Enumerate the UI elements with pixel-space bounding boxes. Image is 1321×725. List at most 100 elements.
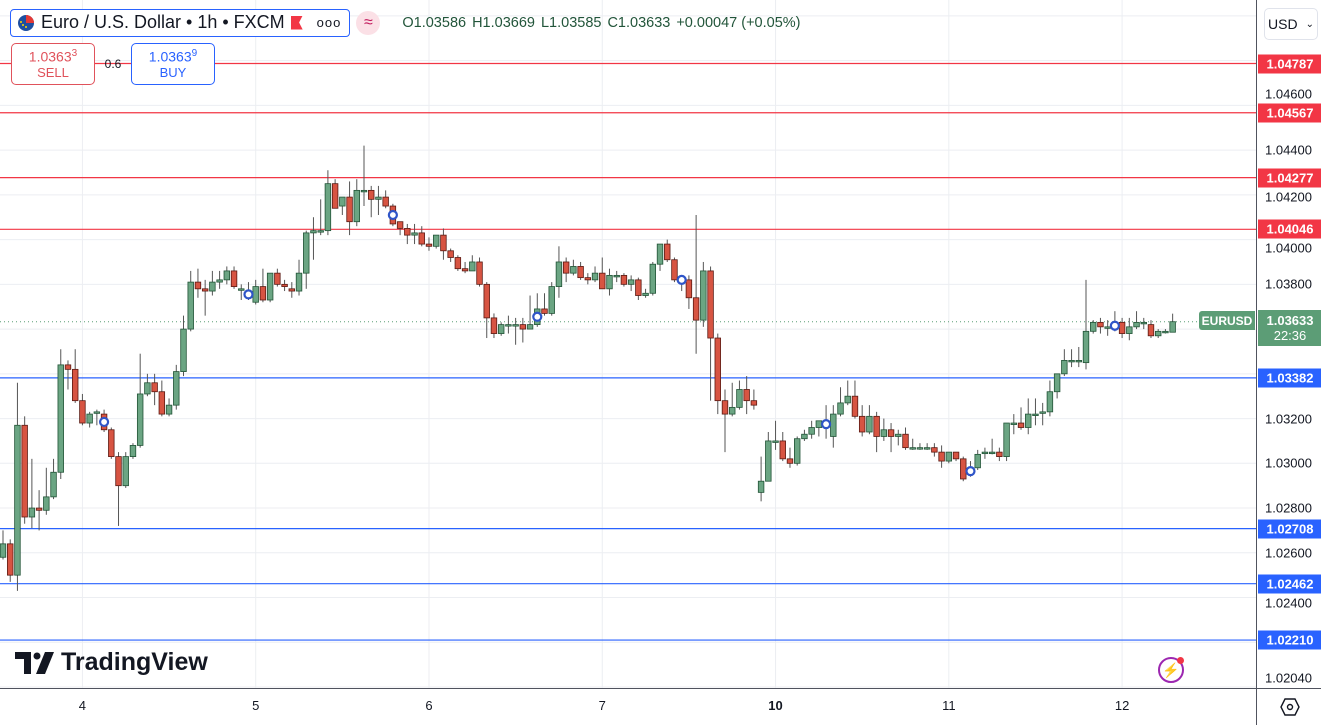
candle-up <box>209 281 216 292</box>
candle-down <box>743 389 750 402</box>
candle-up <box>216 279 223 283</box>
support-price-label: 1.02210 <box>1258 630 1321 650</box>
buy-price: 1.0363 <box>148 48 192 65</box>
candle-down <box>490 317 498 334</box>
candle-down <box>671 259 678 281</box>
candle-down <box>201 288 209 292</box>
event-marker-icon <box>676 274 687 285</box>
candle-up <box>627 279 635 285</box>
candle-down <box>786 458 794 464</box>
candle-up <box>570 266 577 274</box>
candle-up <box>1010 422 1017 425</box>
settings-button[interactable] <box>1256 688 1321 725</box>
sell-button[interactable]: 1.03633 SELL <box>11 43 95 85</box>
candle-up <box>180 328 187 372</box>
flag-marker-icon[interactable] <box>290 15 303 30</box>
time-tick-label: 5 <box>252 698 260 713</box>
candle-up <box>656 243 664 265</box>
candle-up <box>339 196 346 207</box>
price-axis[interactable]: USD ⌄ 1.04600 1.04400 1.04200 1.04000 1.03800… <box>1256 0 1321 688</box>
candle-down <box>281 283 288 287</box>
candle-up <box>238 288 245 291</box>
candle-up <box>1133 321 1140 328</box>
candle-up <box>606 274 613 290</box>
buy-price-pip: 9 <box>191 48 198 60</box>
candle-up <box>469 261 476 272</box>
candle-down <box>108 429 115 457</box>
candle-down <box>476 261 483 285</box>
candle-down <box>1097 321 1104 328</box>
sell-price: 1.0363 <box>28 48 72 65</box>
settings-icon <box>1279 698 1300 716</box>
candle-up <box>14 424 21 576</box>
candle-up <box>0 543 7 558</box>
candle-down <box>274 272 281 285</box>
candle-up <box>988 451 996 455</box>
sell-label: SELL <box>37 64 69 80</box>
candle-down <box>425 243 433 247</box>
candle-up <box>1104 326 1111 329</box>
open-value: O1.03586 <box>402 14 467 31</box>
approx-indicator-icon[interactable]: ≈ <box>356 10 381 35</box>
candle-up <box>1075 360 1082 363</box>
buy-button[interactable]: 1.03639 BUY <box>131 43 215 85</box>
candle-up <box>526 324 534 330</box>
ohlc-readout: O1.03586 H1.03669 L1.03585 C1.03633 +0.00047… <box>402 15 806 31</box>
candle-up <box>815 420 823 428</box>
spread-value: 0.6 <box>104 57 122 71</box>
candle-up <box>880 429 888 437</box>
price-tick-label: 1.04600 <box>1265 86 1312 102</box>
candle-up <box>317 230 324 233</box>
candle-up <box>1003 422 1010 457</box>
candle-up <box>1082 330 1090 364</box>
candle-up <box>916 447 924 450</box>
candle-down <box>960 458 967 480</box>
more-icon[interactable]: ooo <box>316 15 342 30</box>
candle-up <box>642 292 649 296</box>
candle-up <box>649 263 656 294</box>
candle-down <box>158 391 166 415</box>
candle-down <box>750 400 758 406</box>
candle-up <box>837 402 844 415</box>
candle-up <box>895 433 902 437</box>
trade-panel: 1.03633 SELL 0.6 1.03639 BUY <box>11 43 215 85</box>
high-value: H1.03669 <box>472 14 535 31</box>
candlestick-chart[interactable] <box>0 0 1256 688</box>
candle-up <box>830 413 837 437</box>
candle-down <box>79 400 86 424</box>
price-tick-label: 1.03200 <box>1265 411 1312 427</box>
candle-up <box>173 371 180 406</box>
candle-down <box>858 415 866 433</box>
candle-up <box>808 427 815 435</box>
time-axis[interactable]: 4 5 6 7 10 11 12 <box>0 688 1256 725</box>
candle-up <box>252 286 259 303</box>
candle-down <box>454 257 462 270</box>
whats-new-icon[interactable]: ⚡ <box>1158 657 1184 683</box>
candle-down <box>404 228 411 236</box>
candle-up <box>1140 321 1147 325</box>
currency-label: USD <box>1268 16 1298 32</box>
candle-up <box>974 453 981 469</box>
symbol-selector[interactable]: Euro / U.S. Dollar • 1h • FXCM ooo <box>10 8 351 37</box>
candle-up <box>736 389 743 408</box>
candle-up <box>1061 360 1068 375</box>
candle-down <box>707 270 714 339</box>
tradingview-logo[interactable]: TradingView <box>15 648 208 677</box>
current-symbol-tag: EURUSD <box>1199 311 1255 330</box>
price-tick-label: 1.02800 <box>1265 500 1312 516</box>
support-price-label: 1.02462 <box>1258 574 1321 594</box>
candle-up <box>266 272 274 301</box>
candle-down <box>72 368 79 402</box>
candle-down <box>685 279 693 299</box>
candle-down <box>382 196 389 207</box>
candle-down <box>447 250 454 258</box>
candle-up <box>411 232 418 236</box>
candle-down <box>483 283 490 319</box>
candle-down <box>779 440 786 460</box>
candle-up <box>324 183 332 232</box>
event-marker-icon <box>243 289 254 300</box>
currency-selector[interactable]: USD ⌄ <box>1264 8 1318 40</box>
candle-up <box>772 440 779 443</box>
current-price: 1.03633 <box>1266 313 1314 328</box>
candle-up <box>1126 326 1133 334</box>
